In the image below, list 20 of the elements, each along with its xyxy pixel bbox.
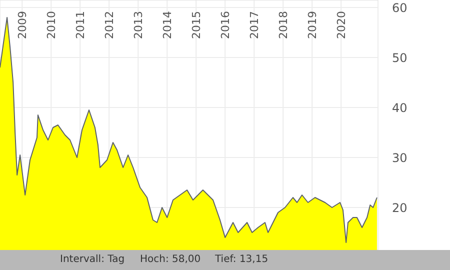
x-tick-label: 2013 (132, 11, 146, 39)
text: Hoch: 58,00 (140, 254, 201, 265)
x-tick-label: 2012 (103, 11, 116, 39)
x-tick-label: 2011 (74, 11, 88, 39)
x-tick-label: 2017 (248, 11, 262, 39)
text: Tief: 13,15 (215, 254, 268, 265)
y-tick-label: 20 (392, 200, 408, 215)
x-tick-label: 2020 (335, 11, 348, 39)
x-tick-label: 2010 (45, 11, 58, 39)
x-tick-label: 2015 (190, 11, 204, 39)
x-tick-label: 2014 (161, 11, 174, 39)
y-tick-label: 30 (392, 150, 408, 165)
y-tick-label: 40 (392, 100, 408, 115)
x-tick-label: 2009 (16, 11, 30, 39)
y-tick-label: 50 (392, 50, 408, 65)
x-tick-label: 2019 (306, 11, 320, 39)
x-tick-label: 2016 (219, 11, 232, 39)
y-tick-label: 60 (392, 0, 408, 15)
x-tick-label: 2018 (277, 11, 290, 39)
text: Intervall: Tag (60, 254, 125, 265)
